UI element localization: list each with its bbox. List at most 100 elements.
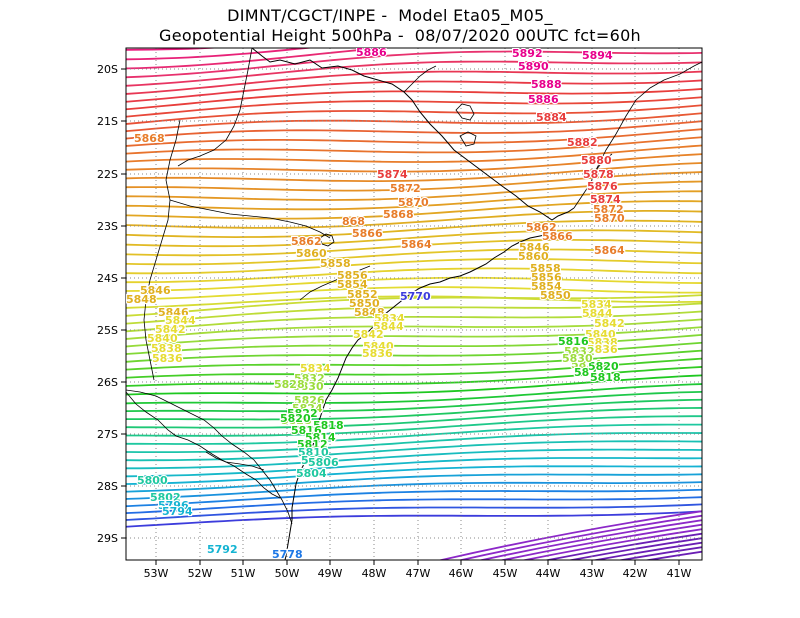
x-tick-label: 52W xyxy=(188,567,213,580)
contour-label: 5854 xyxy=(337,278,368,291)
contour-line xyxy=(543,532,702,560)
coastline xyxy=(126,48,702,560)
contour-label: 5890 xyxy=(518,60,549,73)
y-tick-label: 27S xyxy=(97,428,118,441)
contour-label: 5828 xyxy=(274,378,305,391)
longitude-ticks: 53W 52W 51W 50W 49W 48W 47W 46W 45W 44W 43W 42W 41W xyxy=(144,560,692,580)
contour-label: 5840 xyxy=(585,328,616,341)
contour-line xyxy=(126,357,702,379)
contour-label: 5872 xyxy=(593,203,624,216)
contour-label: 5852 xyxy=(347,288,378,301)
contour-line xyxy=(126,302,702,325)
y-tick-label: 25S xyxy=(97,324,118,337)
coastline-path xyxy=(251,48,575,560)
contour-labels: 5886 5892 58945890588858865884588258805878… xyxy=(126,47,626,561)
contour-line xyxy=(126,423,702,445)
lat-lon-grid xyxy=(126,48,702,560)
contour-line xyxy=(116,0,704,21)
contour-label: 5814 xyxy=(305,431,336,444)
x-tick-label: 50W xyxy=(275,567,300,580)
state-border-5 xyxy=(177,48,253,167)
x-tick-label: 49W xyxy=(318,567,343,580)
contour-line xyxy=(126,88,702,111)
contour-label: 5866 xyxy=(542,230,573,243)
contour-label: 5876 xyxy=(587,180,618,193)
y-tick-label: 29S xyxy=(97,532,118,545)
contour-line xyxy=(457,514,702,560)
contour-label: 5818 xyxy=(313,419,344,432)
contour-label: 5834 xyxy=(374,312,405,325)
contour-line xyxy=(126,190,702,211)
contour-label: 5874 xyxy=(377,168,408,181)
contour-line xyxy=(126,366,702,387)
y-tick-label: 24S xyxy=(97,272,118,285)
contour-line xyxy=(126,60,702,87)
contour-line xyxy=(520,528,702,560)
contour-line xyxy=(126,390,702,413)
state-border-6 xyxy=(403,65,437,93)
contour-label: 5836 xyxy=(152,352,183,365)
contour-line xyxy=(126,398,702,421)
contour-label: 5892 xyxy=(512,47,543,60)
contour-line xyxy=(126,432,702,453)
contour-line xyxy=(499,523,702,560)
contour-label: 5802 xyxy=(150,491,181,504)
contour-label: 5858 xyxy=(530,262,561,275)
contour-label: 5822 xyxy=(574,366,605,379)
contour-label: 5816 xyxy=(291,424,322,437)
contour-line xyxy=(591,541,702,560)
contour-line xyxy=(126,248,702,266)
contour-line xyxy=(437,510,702,560)
contour-line xyxy=(126,210,702,229)
contour-line xyxy=(126,239,702,257)
contour-label: 5842 xyxy=(353,328,384,341)
contour-line xyxy=(643,550,702,560)
contour-line xyxy=(126,229,702,248)
y-tick-label: 20S xyxy=(97,63,118,76)
contour-label: 5836 xyxy=(362,347,393,360)
contour-label: 5816 xyxy=(558,335,589,348)
contour-label: 5830 xyxy=(562,352,593,365)
contour-label: 5824 xyxy=(571,358,602,371)
contour-label: 5860 xyxy=(518,250,549,263)
contour-line xyxy=(126,473,702,493)
contour-label: 5836 xyxy=(587,343,618,356)
contour-label: 5844 xyxy=(582,307,613,320)
contour-label: 5770 xyxy=(400,290,431,303)
x-tick-label: 45W xyxy=(493,567,518,580)
contour-label: 5804 xyxy=(296,467,327,480)
contour-label: 5858 xyxy=(320,257,351,270)
state-border-2 xyxy=(126,391,281,499)
contour-line xyxy=(126,496,702,515)
contour-label: 5860 xyxy=(296,247,327,260)
x-tick-label: 42W xyxy=(623,567,648,580)
contour-line xyxy=(126,383,702,405)
contour-label: 5778 xyxy=(272,548,303,561)
contour-line xyxy=(477,519,702,560)
state-border-9 xyxy=(299,265,371,301)
contour-line xyxy=(126,70,702,95)
contour-label: 5866 xyxy=(352,227,383,240)
contour-line xyxy=(126,104,702,125)
contour-line xyxy=(126,341,702,363)
y-tick-label: 28S xyxy=(97,480,118,493)
x-tick-label: 48W xyxy=(362,567,387,580)
contour-label: 5832 xyxy=(564,345,595,358)
contour-line xyxy=(126,128,702,147)
contour-label: 5878 xyxy=(583,168,614,181)
contour-label: 5846 xyxy=(158,306,189,319)
contour-label: 5846 xyxy=(519,241,550,254)
contour-label: 5846 xyxy=(140,284,171,297)
contour-label: 5830 xyxy=(293,380,324,393)
contour-label: 5888 xyxy=(531,78,562,91)
contour-line xyxy=(126,457,702,478)
contour-label: 5874 xyxy=(590,193,621,206)
contour-label: 5842 xyxy=(155,323,186,336)
contour-label: 5840 xyxy=(363,340,394,353)
x-tick-label: 41W xyxy=(667,567,692,580)
state-border-10 xyxy=(205,451,265,471)
contour-label: 5842 xyxy=(594,317,625,330)
contour-label: 5820 xyxy=(280,412,311,425)
contour-label: 5812 xyxy=(297,438,328,451)
